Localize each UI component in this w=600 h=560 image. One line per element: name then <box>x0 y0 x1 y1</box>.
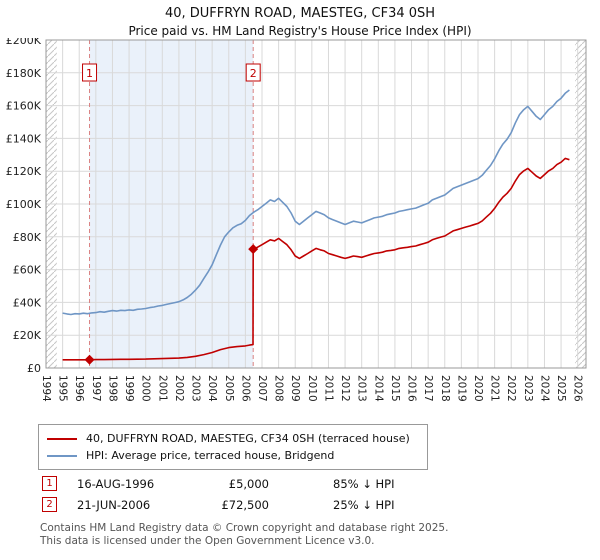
legend-label-property: 40, DUFFRYN ROAD, MAESTEG, CF34 0SH (ter… <box>86 432 410 445</box>
svg-text:£40K: £40K <box>13 296 42 309</box>
sale-2-vs-hpi: 25% ↓ HPI <box>333 497 395 512</box>
svg-text:2000: 2000 <box>140 375 152 402</box>
svg-text:2012: 2012 <box>339 375 351 402</box>
sale-row-1: 1 16-AUG-1996 £5,000 85% ↓ HPI <box>42 476 600 491</box>
svg-text:2018: 2018 <box>439 375 451 402</box>
svg-text:2023: 2023 <box>522 375 534 402</box>
sale-1-marker: 1 <box>42 476 57 491</box>
sale-2-marker: 2 <box>42 497 57 512</box>
svg-text:2: 2 <box>250 67 257 80</box>
footer-line-1: Contains HM Land Registry data © Crown c… <box>40 522 449 534</box>
svg-text:1997: 1997 <box>90 375 102 402</box>
svg-text:1996: 1996 <box>73 375 85 402</box>
svg-text:2024: 2024 <box>538 375 550 402</box>
svg-text:£160K: £160K <box>6 100 42 113</box>
svg-text:2025: 2025 <box>555 375 567 402</box>
svg-text:£20K: £20K <box>13 329 42 342</box>
legend-item-hpi: HPI: Average price, terraced house, Brid… <box>47 447 419 464</box>
house-price-report: 40, DUFFRYN ROAD, MAESTEG, CF34 0SH Pric… <box>0 6 600 548</box>
svg-text:2009: 2009 <box>289 375 301 402</box>
svg-text:2020: 2020 <box>472 375 484 402</box>
svg-text:2022: 2022 <box>505 375 517 402</box>
license-footer: Contains HM Land Registry data © Crown c… <box>40 522 600 548</box>
sales-table: 1 16-AUG-1996 £5,000 85% ↓ HPI 2 21-JUN-… <box>0 476 600 512</box>
svg-text:2019: 2019 <box>455 375 467 402</box>
svg-text:2007: 2007 <box>256 375 268 402</box>
svg-text:2026: 2026 <box>572 375 584 402</box>
svg-text:2001: 2001 <box>156 375 168 402</box>
svg-text:2015: 2015 <box>389 375 401 402</box>
svg-text:2004: 2004 <box>206 375 218 402</box>
svg-text:2008: 2008 <box>273 375 285 402</box>
sale-row-2: 2 21-JUN-2006 £72,500 25% ↓ HPI <box>42 497 600 512</box>
svg-text:2016: 2016 <box>406 375 418 402</box>
svg-text:2010: 2010 <box>306 375 318 402</box>
sale-2-date: 21-JUN-2006 <box>77 497 151 512</box>
legend-label-hpi: HPI: Average price, terraced house, Brid… <box>86 449 335 462</box>
sale-1-price: £5,000 <box>228 476 269 491</box>
sale-1-vs-hpi: 85% ↓ HPI <box>333 476 395 491</box>
price-history-chart: £0 £20K £40K £60K £80K £100K £120K £140K £160K £1… <box>6 38 587 402</box>
svg-text:£80K: £80K <box>13 231 42 244</box>
svg-text:2003: 2003 <box>190 375 202 402</box>
svg-text:£0: £0 <box>27 362 41 375</box>
svg-text:£120K: £120K <box>6 165 42 178</box>
svg-text:£200K: £200K <box>6 38 42 47</box>
svg-text:2005: 2005 <box>223 375 235 402</box>
page-title: 40, DUFFRYN ROAD, MAESTEG, CF34 0SH <box>164 6 436 21</box>
svg-text:2021: 2021 <box>489 375 501 402</box>
sale-2-price: £72,500 <box>221 497 269 512</box>
chart-legend: 40, DUFFRYN ROAD, MAESTEG, CF34 0SH (ter… <box>38 424 428 470</box>
svg-text:1995: 1995 <box>57 375 69 402</box>
svg-text:2017: 2017 <box>422 375 434 402</box>
property-line-swatch <box>47 437 77 440</box>
svg-text:£100K: £100K <box>6 198 42 211</box>
svg-text:2013: 2013 <box>356 375 368 402</box>
svg-text:1994: 1994 <box>40 375 52 402</box>
svg-text:£180K: £180K <box>6 67 42 80</box>
svg-text:2006: 2006 <box>239 375 251 402</box>
svg-text:£60K: £60K <box>13 264 42 277</box>
svg-text:2002: 2002 <box>173 375 185 402</box>
footer-line-2: This data is licensed under the Open Gov… <box>40 535 375 547</box>
svg-text:2011: 2011 <box>322 375 334 402</box>
page-subtitle: Price paid vs. HM Land Registry's House … <box>128 24 472 38</box>
svg-text:1998: 1998 <box>106 375 118 402</box>
svg-text:2014: 2014 <box>372 375 384 402</box>
svg-text:1: 1 <box>86 67 93 80</box>
svg-text:£140K: £140K <box>6 132 42 145</box>
sale-1-date: 16-AUG-1996 <box>77 476 155 491</box>
hpi-line-swatch <box>47 454 77 457</box>
legend-item-property: 40, DUFFRYN ROAD, MAESTEG, CF34 0SH (ter… <box>47 430 419 447</box>
svg-text:1999: 1999 <box>123 375 135 402</box>
